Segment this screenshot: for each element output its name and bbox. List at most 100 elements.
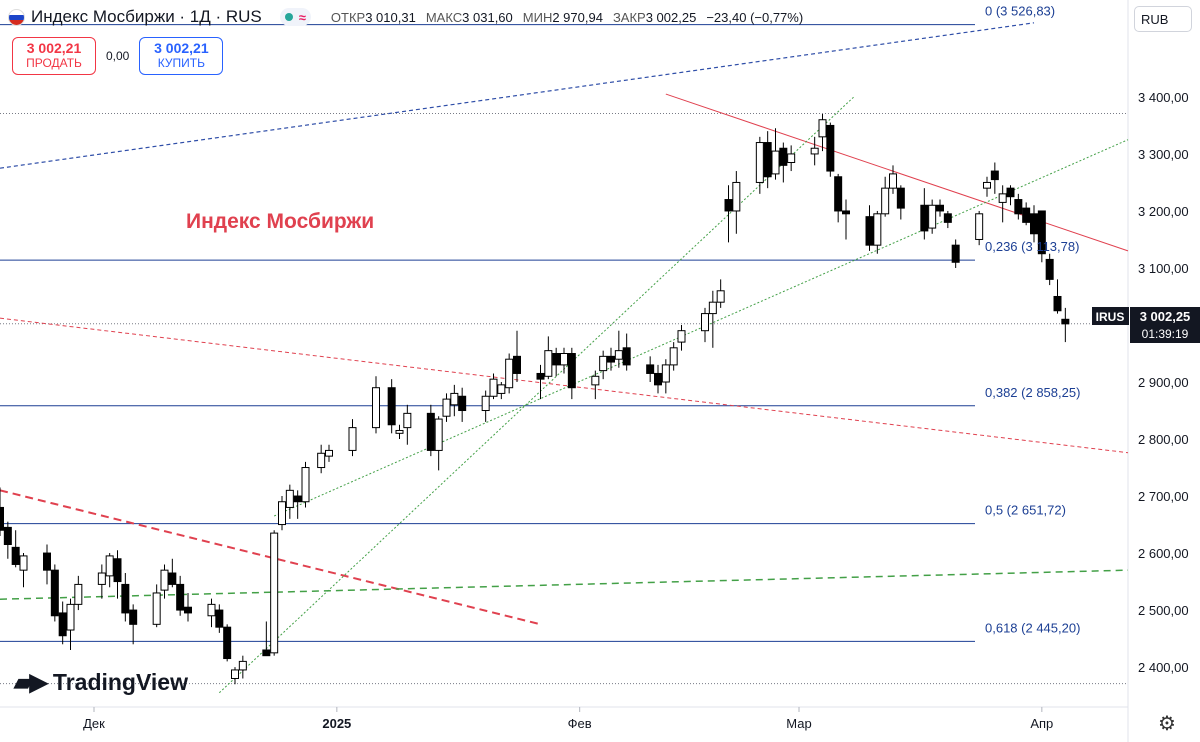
candle-body <box>160 569 169 591</box>
candle-body <box>74 583 83 605</box>
candle-body <box>896 187 905 209</box>
candle-body <box>43 552 51 571</box>
candle-body <box>121 583 130 614</box>
candle-body <box>591 375 600 386</box>
candle-body <box>983 181 991 189</box>
candle-body <box>50 569 59 617</box>
price-tick-label: 3 100,00 <box>1138 261 1189 276</box>
candle-body <box>881 187 890 215</box>
candle-body <box>176 583 185 611</box>
trendline <box>665 93 1129 252</box>
candle-body <box>708 301 717 315</box>
candle-body <box>787 153 796 163</box>
candle-body <box>19 555 28 571</box>
price-tag-bg <box>1130 307 1200 343</box>
candle-body <box>152 592 161 625</box>
candle-body <box>207 603 216 617</box>
candle-body <box>818 119 827 138</box>
price-axis[interactable]: 2 400,00 2 500,00 2 600,00 2 700,00 2 800,00… <box>1138 90 1189 675</box>
candle-body <box>810 147 819 155</box>
candle-body <box>873 213 882 246</box>
candle-body <box>771 150 780 175</box>
candle-body <box>372 387 380 429</box>
fib-labels: 0 (3 526,83) 0,236 (3 113,78) 0,382 (2 858… <box>985 4 1080 636</box>
candle-body <box>348 427 357 451</box>
candle-body <box>889 173 897 189</box>
time-tick-label: 2025 <box>322 716 351 731</box>
fib-label: 0,382 (2 858,25) <box>985 385 1080 400</box>
sell-button[interactable]: 3 002,21 ПРОДАТЬ <box>12 37 96 75</box>
trendline <box>0 569 1129 600</box>
tradingview-logo-icon: ▰▶ <box>14 669 48 696</box>
price-tag: IRUS 3 002,25 01:39:19 <box>1092 307 1200 343</box>
candle-body <box>66 603 75 631</box>
ohlc-change: −23,40 (−0,77%) <box>706 9 804 25</box>
candle-body <box>58 612 67 637</box>
candle-body <box>614 350 623 360</box>
gear-icon[interactable]: ⚙ <box>1158 713 1176 735</box>
candle-body <box>928 204 937 229</box>
candle-body <box>552 353 561 366</box>
candle-body <box>834 176 843 212</box>
symbol-legend: Индекс Мосбиржи · 1Д · RUS ≈ ОТКР3 010,3… <box>8 4 803 30</box>
candle-body <box>998 193 1007 203</box>
ohlc-close-key: ЗАКР <box>612 9 646 25</box>
candle-body <box>763 142 772 178</box>
time-axis[interactable]: Дек 2025 Фев Мар Апр <box>83 707 1053 731</box>
buy-button[interactable]: 3 002,21 КУПИТЬ <box>139 37 224 75</box>
price-tick-label: 2 800,00 <box>1138 432 1189 447</box>
candle-body <box>975 213 984 240</box>
candle-body <box>865 216 874 246</box>
candle-body <box>716 290 725 303</box>
candle-body <box>325 449 333 457</box>
candle-body <box>317 452 326 469</box>
candle-body <box>1022 207 1031 223</box>
ohlc-high-key: МАКС <box>425 9 463 25</box>
candle-body <box>223 626 232 660</box>
candle-body <box>936 204 944 212</box>
candle-body <box>1053 295 1062 312</box>
candle-body <box>669 347 678 366</box>
candle-body <box>293 495 302 503</box>
candle-body <box>458 395 467 412</box>
candle-body <box>622 347 631 366</box>
sell-label: ПРОДАТЬ <box>26 56 82 70</box>
candle-body <box>434 418 443 451</box>
spread-value: 0,00 <box>106 49 130 63</box>
candle-body <box>1030 213 1038 235</box>
ohlc-open-value: 3 010,31 <box>365 9 416 25</box>
price-tick-label: 2 700,00 <box>1138 489 1189 504</box>
candle-body <box>990 170 999 181</box>
candle-body <box>497 384 506 394</box>
price-tag-value: 3 002,25 <box>1140 309 1191 324</box>
currency-selector[interactable]: RUB <box>1134 6 1192 32</box>
tradingview-logo[interactable]: ▰▶ TradingView <box>14 668 188 697</box>
wave-icon: ≈ <box>298 9 306 25</box>
time-tick-label: Фев <box>568 716 592 731</box>
candle-body <box>544 350 553 377</box>
candle-body <box>701 313 709 332</box>
candle-body <box>842 210 850 215</box>
candle-body <box>11 546 20 565</box>
candle-body <box>129 609 138 625</box>
indicator-status[interactable]: ≈ <box>279 8 311 26</box>
ohlc-high-value: 3 031,60 <box>462 9 513 25</box>
fib-label: 0,5 (2 651,72) <box>985 503 1066 518</box>
price-tag-symbol-bg <box>1092 307 1129 325</box>
candle-body <box>395 429 404 434</box>
buy-label: КУПИТЬ <box>157 56 205 70</box>
symbol-title[interactable]: Индекс Мосбиржи · 1Д · RUS <box>31 7 262 26</box>
chart-annotation[interactable]: Индекс Мосбиржи <box>186 210 375 233</box>
candle-body <box>426 412 435 451</box>
candle-body <box>231 669 239 679</box>
candle-body <box>105 555 114 577</box>
candle-body <box>1006 187 1015 198</box>
candle-body <box>560 353 568 366</box>
trendline <box>0 317 1129 454</box>
ohlc-low-key: МИН <box>522 9 553 25</box>
sell-price: 3 002,21 <box>26 40 82 56</box>
candle-body <box>489 378 498 397</box>
candle-body <box>184 606 192 614</box>
candle-body <box>215 609 224 628</box>
